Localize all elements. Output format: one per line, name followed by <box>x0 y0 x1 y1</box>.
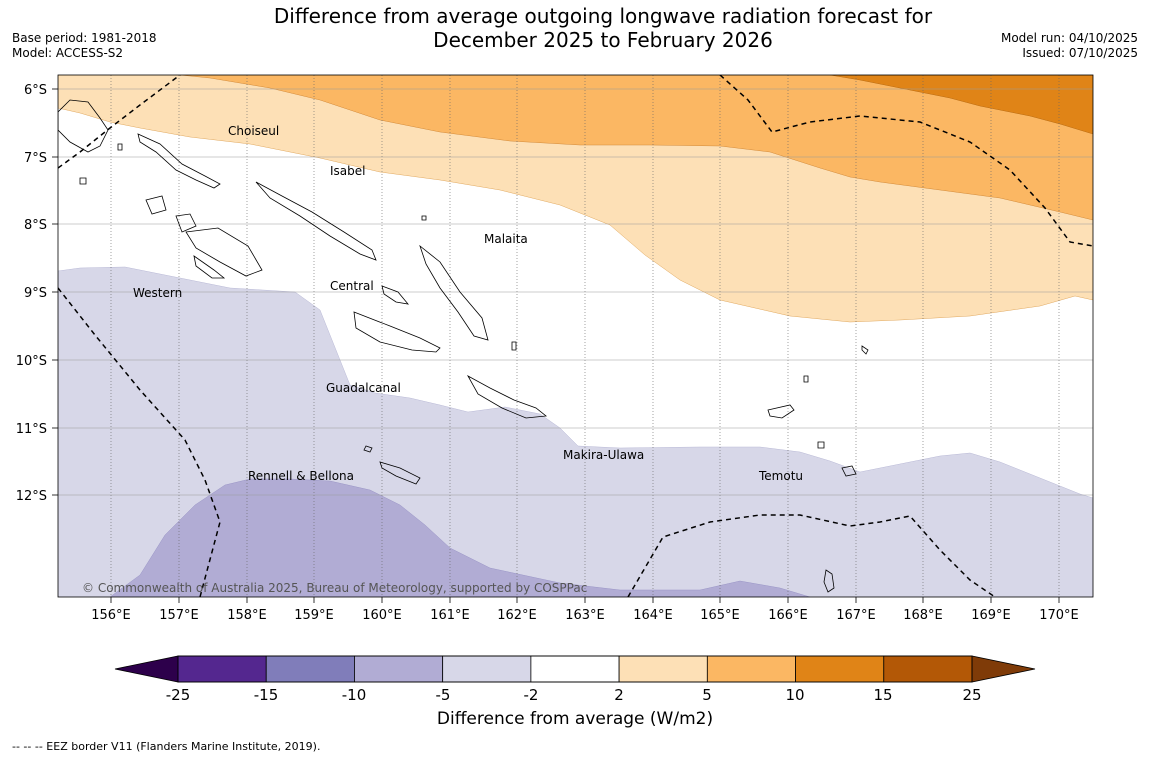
island-malaita <box>419 244 489 341</box>
colorbar-segment <box>265 655 355 683</box>
region-label-makira-ulawa: Makira-Ulawa <box>563 448 644 462</box>
lon-label: 168°E <box>903 608 943 623</box>
island-new-georgia <box>185 227 263 277</box>
colorbar-segment <box>618 655 708 683</box>
colorbar-tick: 10 <box>785 686 804 704</box>
copyright-notice: © Commonwealth of Australia 2025, Bureau… <box>82 581 587 595</box>
island-vanikoro <box>841 465 857 477</box>
region-label-choiseul: Choiseul <box>228 124 279 138</box>
info-left: Base period: 1981-2018 Model: ACCESS-S2 <box>12 31 157 61</box>
region-label-temotu: Temotu <box>758 469 803 483</box>
lon-label: 165°E <box>700 608 740 623</box>
lon-label: 161°E <box>430 608 470 623</box>
colorbar-tick: -15 <box>254 686 279 704</box>
lon-label: 156°E <box>91 608 131 623</box>
colorbar-segment <box>530 655 620 683</box>
colorbar: -25 -15 -10 -5 -2 2 5 10 15 25 <box>114 655 1036 704</box>
island-duff <box>803 375 809 383</box>
region-label-malaita: Malaita <box>484 232 528 246</box>
coastlines <box>58 99 869 593</box>
map-figure: Choiseul Isabel Malaita Western Central … <box>16 74 1094 623</box>
map-area <box>58 75 1093 597</box>
island-bellona <box>363 445 373 453</box>
colorbar-segment <box>354 655 444 683</box>
lat-label: 9°S <box>24 286 47 301</box>
lon-label: 159°E <box>294 608 334 623</box>
lat-label: 7°S <box>24 151 47 166</box>
region-label-western: Western <box>133 286 182 300</box>
colorbar-segment <box>442 655 532 683</box>
colorbar-tick: 25 <box>962 686 981 704</box>
base-period: Base period: 1981-2018 <box>12 31 157 45</box>
colorbar-extend-high <box>971 655 1036 683</box>
model-name: Model: ACCESS-S2 <box>12 46 124 60</box>
lat-label: 10°S <box>16 354 47 369</box>
lon-label: 170°E <box>1039 608 1079 623</box>
colorbar-tick: 2 <box>614 686 624 704</box>
island-santa-cruz <box>767 404 795 419</box>
island-torres <box>823 569 835 593</box>
island-guadalcanal <box>353 311 441 353</box>
parallels <box>58 88 1093 496</box>
lon-label: 169°E <box>971 608 1011 623</box>
colorbar-segment <box>795 655 885 683</box>
lon-label: 158°E <box>227 608 267 623</box>
colorbar-extend-low <box>114 655 179 683</box>
model-run: Model run: 04/10/2025 <box>1000 31 1138 45</box>
region-label-isabel: Isabel <box>330 164 365 178</box>
colorbar-segment <box>883 655 973 683</box>
lon-label: 167°E <box>836 608 876 623</box>
island-bougainville <box>58 99 109 153</box>
contour-10-15 <box>829 75 1093 135</box>
island-utupua <box>817 441 825 449</box>
map-title: Difference from average outgoing longwav… <box>150 4 1056 52</box>
lon-label: 157°E <box>159 608 199 623</box>
island-rendova <box>193 255 226 279</box>
lon-label: 160°E <box>362 608 402 623</box>
island-kolombangara <box>175 213 197 233</box>
island-makira <box>466 374 548 419</box>
lat-label: 8°S <box>24 218 47 233</box>
island-isabel <box>255 181 377 261</box>
colorbar-tick: 5 <box>702 686 712 704</box>
info-right: Model run: 04/10/2025 Issued: 07/10/2025 <box>1001 31 1138 61</box>
colorbar-label: Difference from average (W/m2) <box>436 709 714 729</box>
lon-label: 166°E <box>768 608 808 623</box>
colorbar-tick: 15 <box>873 686 892 704</box>
lon-label: 162°E <box>497 608 537 623</box>
region-label-guadalcanal: Guadalcanal <box>326 381 401 395</box>
issued-date: Issued: 07/10/2025 <box>1022 46 1138 60</box>
lat-label: 6°S <box>24 83 47 98</box>
colorbar-frame <box>177 655 973 683</box>
title-line-2: December 2025 to February 2026 <box>433 28 773 52</box>
island-florida <box>381 285 409 305</box>
colorbar-tick: -2 <box>524 686 539 704</box>
region-label-rennell-bellona: Rennell & Bellona <box>248 469 354 483</box>
colorbar-tick: -5 <box>436 686 451 704</box>
eez-border <box>58 75 1093 597</box>
island-rennell <box>379 461 421 485</box>
colorbar-tick: -25 <box>166 686 191 704</box>
contour-neg10-neg5 <box>109 478 811 597</box>
lon-label: 163°E <box>565 608 605 623</box>
island-choiseul <box>137 133 221 189</box>
lon-label: 164°E <box>633 608 673 623</box>
lat-label: 12°S <box>16 489 47 504</box>
colorbar-segment <box>177 655 267 683</box>
island-ulawa <box>511 341 517 351</box>
lat-label: 11°S <box>16 422 47 437</box>
contour-5-10 <box>179 75 1093 221</box>
colorbar-segments <box>177 655 973 683</box>
colorbar-segment <box>706 655 796 683</box>
region-label-central: Central <box>330 279 374 293</box>
map-frame <box>57 74 1094 598</box>
meridians <box>110 75 1060 597</box>
eez-footnote: -- -- -- EEZ border V11 (Flanders Marine… <box>12 740 321 753</box>
title-line-1: Difference from average outgoing longwav… <box>273 4 933 28</box>
island-vella-lavella <box>145 195 167 215</box>
colorbar-tick: -10 <box>342 686 367 704</box>
